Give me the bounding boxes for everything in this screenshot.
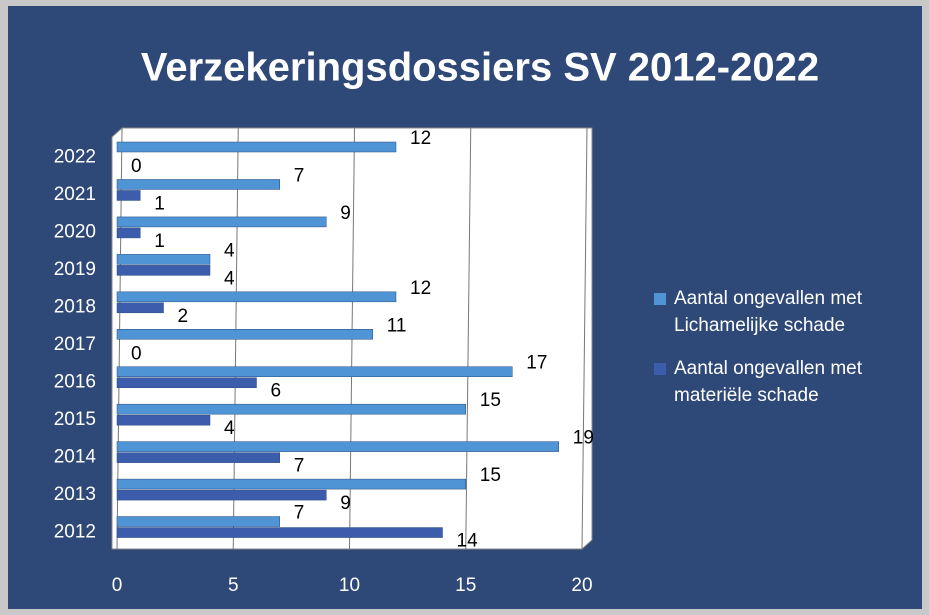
data-label: 4 (224, 240, 235, 261)
data-label: 0 (131, 156, 142, 177)
data-label: 2 (178, 306, 189, 327)
data-label: 7 (294, 456, 305, 477)
data-label: 0 (131, 343, 142, 364)
x-tick-label: 20 (571, 575, 592, 596)
legend-item: Aantal ongevallen met materiële schade (654, 355, 924, 409)
legend-item: Aantal ongevallen met Lichamelijke schad… (654, 285, 924, 339)
data-label: 17 (526, 353, 547, 374)
bar (116, 377, 257, 388)
y-tick-label: 2020 (54, 222, 96, 243)
data-label: 1 (154, 193, 165, 214)
bar (116, 190, 141, 201)
bar (116, 216, 327, 228)
y-tick-label: 2014 (54, 446, 97, 467)
y-tick-label: 2021 (54, 184, 96, 205)
data-label: 19 (573, 428, 594, 449)
data-label: 6 (271, 381, 282, 402)
bar (116, 291, 397, 303)
legend-label: Aantal ongevallen met Lichamelijke schad… (674, 288, 863, 336)
bar (116, 254, 211, 265)
legend-label: Aantal ongevallen met materiële schade (674, 358, 863, 406)
bar (116, 265, 211, 276)
data-label: 12 (410, 128, 431, 149)
data-label: 9 (340, 493, 351, 514)
bar (116, 302, 164, 314)
x-tick-label: 15 (455, 575, 476, 596)
bar (116, 452, 280, 463)
legend-swatch (654, 293, 666, 305)
x-tick-label: 0 (112, 575, 123, 596)
data-label: 11 (387, 315, 407, 336)
bar (116, 516, 280, 527)
data-label: 7 (294, 165, 305, 186)
legend-swatch (654, 363, 666, 375)
x-tick-label: 5 (228, 575, 239, 596)
bar (116, 179, 280, 190)
y-tick-label: 2012 (54, 521, 96, 542)
bar (116, 414, 211, 426)
bar (116, 403, 466, 415)
bar (116, 527, 443, 538)
data-label: 4 (224, 418, 235, 439)
bar (116, 478, 466, 490)
data-label: 4 (224, 268, 235, 289)
data-label: 12 (410, 278, 431, 299)
grid-line (581, 127, 588, 550)
grid-line (465, 127, 472, 550)
y-tick-label: 2019 (54, 259, 96, 280)
data-label: 9 (340, 203, 351, 224)
y-tick-label: 2016 (54, 371, 96, 392)
bar (116, 141, 397, 153)
data-label: 7 (294, 503, 305, 524)
y-tick-label: 2017 (54, 334, 96, 355)
bar (116, 227, 141, 239)
chart-title: Verzekeringsdossiers SV 2012-2022 (141, 46, 819, 90)
y-tick-label: 2013 (54, 484, 96, 505)
data-label: 15 (480, 465, 501, 486)
y-tick-label: 2015 (54, 409, 96, 430)
bar (116, 441, 559, 452)
x-tick-label: 10 (339, 575, 360, 596)
bar (116, 489, 327, 501)
data-label: 1 (154, 231, 165, 252)
data-label: 14 (457, 531, 479, 552)
data-label: 15 (480, 390, 501, 411)
y-tick-label: 2018 (54, 297, 96, 318)
bar (116, 329, 373, 340)
y-tick-label: 2022 (54, 147, 96, 168)
bar (116, 366, 513, 377)
